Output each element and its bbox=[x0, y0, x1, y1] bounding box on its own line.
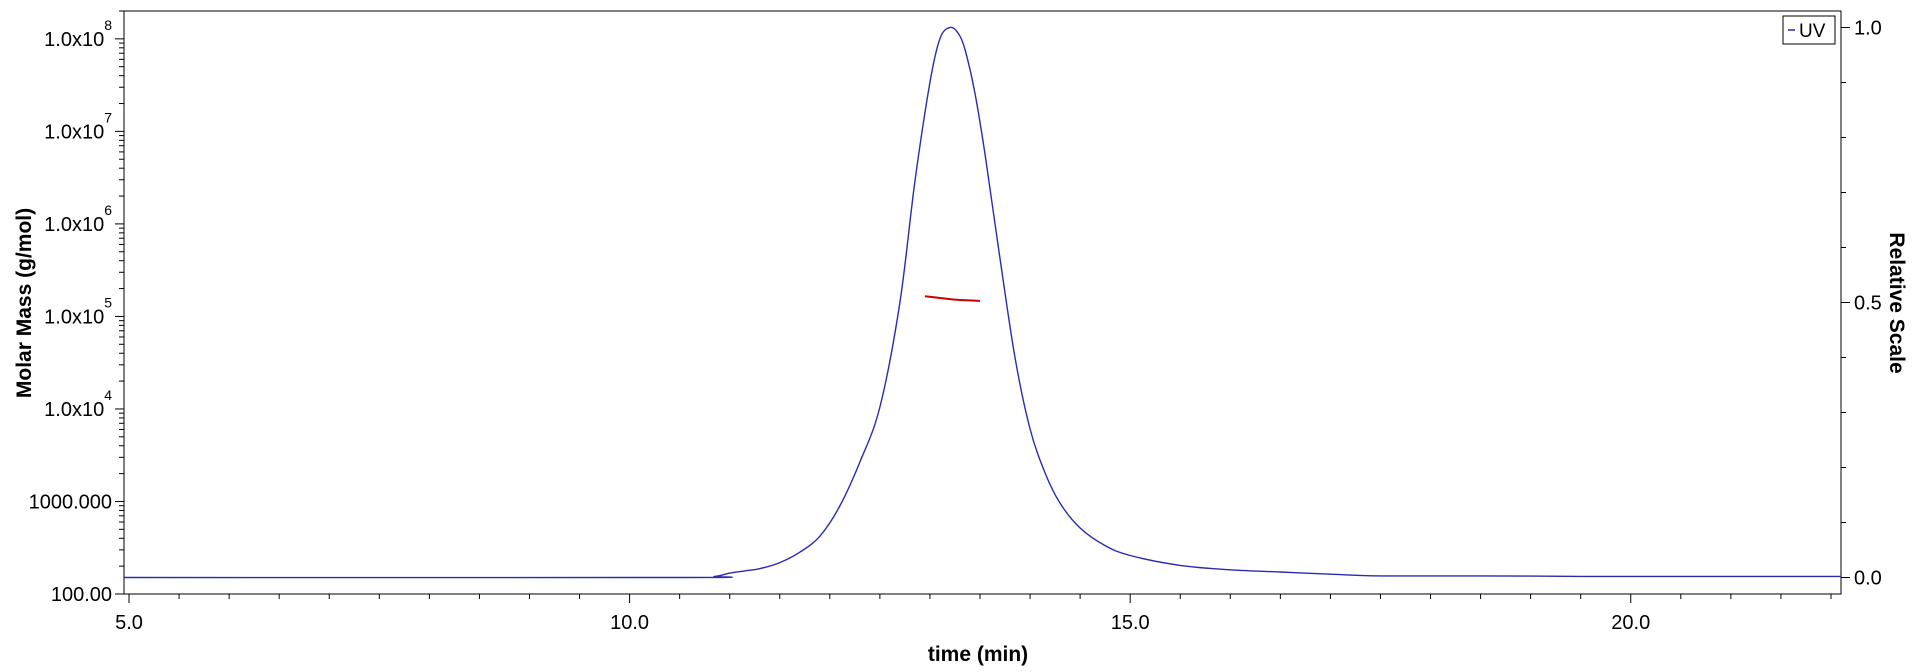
y-right-axis-title: Relative Scale bbox=[1885, 232, 1908, 373]
legend: UV bbox=[1782, 15, 1836, 45]
x-tick-label: 15.0 bbox=[1111, 612, 1150, 634]
y-left-axis: 100.00 1000.000 1.0x104 1.0x105 1.0x106 1.0x1… bbox=[29, 10, 124, 606]
y-left-tick-label: 1.0x106 bbox=[44, 202, 112, 236]
uv-series-line bbox=[123, 26, 1841, 579]
x-axis-title: time (min) bbox=[928, 643, 1028, 666]
x-tick-label: 5.0 bbox=[115, 612, 143, 634]
x-tick-label: 10.0 bbox=[610, 612, 649, 634]
y-left-tick-label: 100.00 bbox=[51, 584, 112, 606]
y-left-tick-label: 1.0x107 bbox=[44, 109, 112, 143]
plot-area bbox=[123, 10, 1842, 595]
y-right-tick-label: 1.0 bbox=[1854, 18, 1882, 40]
y-left-tick-label: 1.0x104 bbox=[44, 387, 112, 421]
x-tick-label: 20.0 bbox=[1611, 612, 1650, 634]
x-axis: 5.0 10.0 15.0 20.0 bbox=[115, 594, 1832, 634]
y-left-tick-label: 1000.000 bbox=[29, 491, 112, 513]
series-layer bbox=[123, 26, 1841, 579]
legend-label-uv: UV bbox=[1799, 21, 1826, 42]
y-left-tick-label: 1.0x108 bbox=[44, 17, 112, 51]
y-right-tick-label: 0.0 bbox=[1854, 568, 1882, 590]
molar-mass-series-line bbox=[924, 295, 981, 302]
y-left-axis-title: Molar Mass (g/mol) bbox=[13, 208, 36, 398]
y-right-axis: 0.0 0.5 1.0 bbox=[1841, 18, 1882, 590]
y-left-tick-label: 1.0x105 bbox=[44, 294, 112, 328]
y-right-tick-label: 0.5 bbox=[1854, 293, 1882, 315]
